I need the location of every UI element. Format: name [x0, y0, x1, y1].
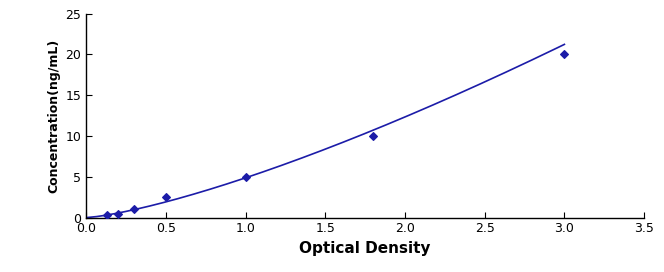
X-axis label: Optical Density: Optical Density [299, 241, 431, 256]
Y-axis label: Concentration(ng/mL): Concentration(ng/mL) [47, 38, 60, 193]
